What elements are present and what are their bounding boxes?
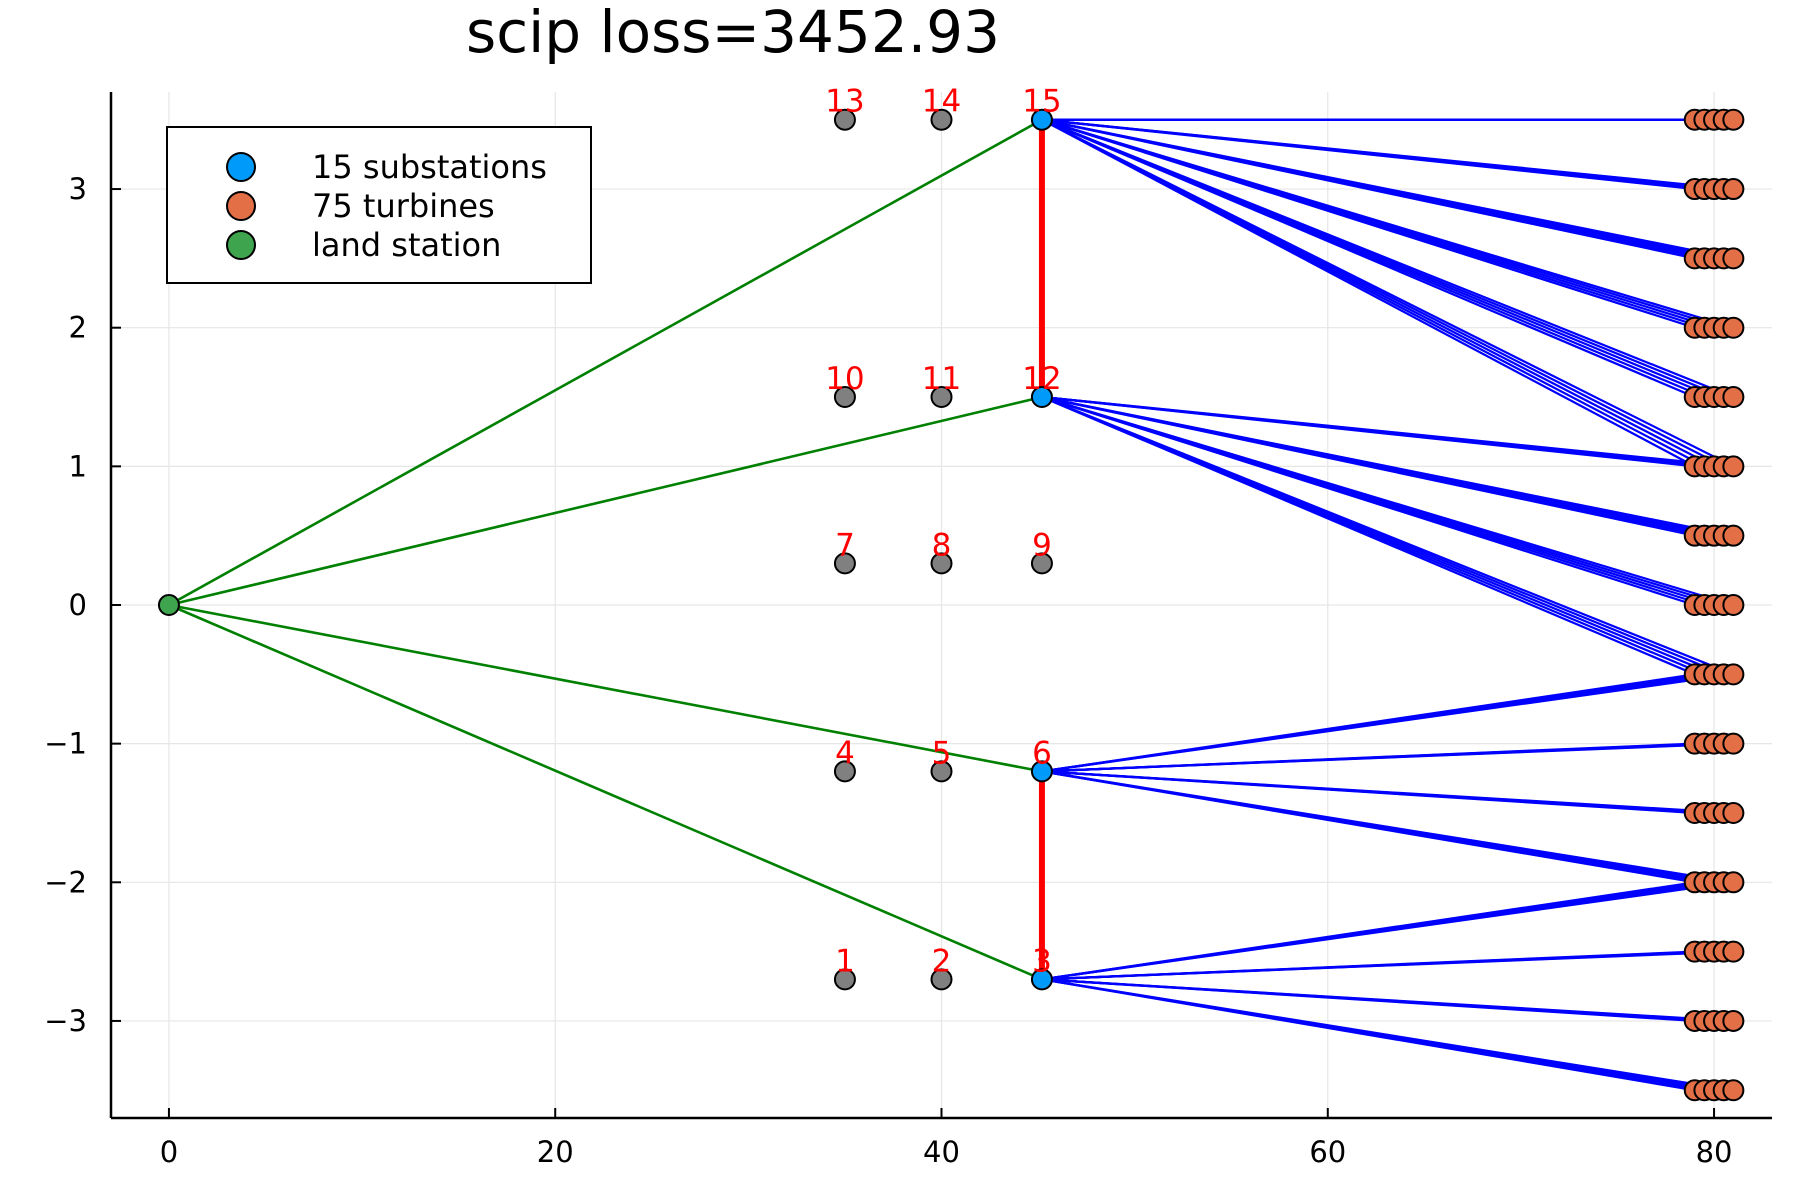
axes bbox=[109, 92, 1772, 1120]
substation-label-13: 13 bbox=[825, 84, 864, 120]
turbine-point bbox=[1722, 178, 1745, 201]
substation-label-2: 2 bbox=[932, 943, 952, 979]
turbine-point bbox=[1722, 108, 1745, 131]
substation-label-3: 3 bbox=[1032, 943, 1052, 979]
turbine-cable bbox=[1041, 118, 1734, 399]
x-tick-label: 40 bbox=[923, 1135, 960, 1169]
substation-label-5: 5 bbox=[932, 735, 952, 771]
turbine-cable bbox=[1041, 950, 1734, 981]
substation-point-13 bbox=[833, 108, 856, 131]
turbine-cable bbox=[1041, 742, 1734, 773]
substation-point-11 bbox=[930, 386, 953, 409]
substation-point-9 bbox=[1030, 552, 1053, 575]
land-cable-6 bbox=[168, 603, 1043, 773]
substation-point-8 bbox=[930, 552, 953, 575]
cables bbox=[168, 118, 1734, 1092]
turbine-point bbox=[1722, 940, 1745, 963]
x-tick-label: 80 bbox=[1696, 1135, 1733, 1169]
legend-marker bbox=[226, 230, 256, 260]
turbine-cable bbox=[1041, 881, 1734, 981]
y-tick-label: −3 bbox=[44, 1004, 87, 1038]
turbine-cable bbox=[1041, 118, 1734, 329]
turbine-point bbox=[1722, 732, 1745, 755]
substation-label-11: 11 bbox=[922, 361, 961, 397]
turbine-cable bbox=[1041, 770, 1734, 815]
substation-point-4 bbox=[833, 760, 856, 783]
turbine-point bbox=[1722, 594, 1745, 616]
substation-label-7: 7 bbox=[835, 527, 855, 563]
turbine-point bbox=[1722, 524, 1745, 547]
substation-label-12: 12 bbox=[1022, 361, 1061, 397]
turbine-point bbox=[1722, 801, 1745, 824]
substation-point-5 bbox=[930, 760, 953, 783]
turbine-cable bbox=[1041, 673, 1734, 773]
substation-label-14: 14 bbox=[922, 84, 961, 120]
turbine-point bbox=[1722, 1079, 1745, 1102]
turbine-point bbox=[1722, 871, 1745, 894]
substation-point-15 bbox=[1030, 108, 1053, 131]
substation-point-1 bbox=[833, 968, 856, 991]
substation-label-8: 8 bbox=[932, 527, 952, 563]
turbine-cable bbox=[1041, 118, 1734, 191]
turbine-point bbox=[1722, 386, 1745, 409]
turbine-cable bbox=[1041, 770, 1734, 884]
turbine-cable bbox=[1041, 396, 1734, 676]
substation-point-14 bbox=[930, 108, 953, 131]
turbine-cable bbox=[1041, 978, 1734, 1092]
x-tick-label: 0 bbox=[160, 1135, 178, 1169]
substation-label-10: 10 bbox=[825, 361, 864, 397]
turbine-cable bbox=[1041, 118, 1734, 468]
substation-label-15: 15 bbox=[1022, 84, 1061, 120]
substation-label-9: 9 bbox=[1032, 527, 1052, 563]
land-cable-12 bbox=[168, 395, 1043, 607]
turbine-point bbox=[1722, 1009, 1745, 1032]
legend-marker bbox=[226, 152, 256, 182]
turbine-cable bbox=[1041, 395, 1734, 537]
y-tick-label: 0 bbox=[69, 588, 87, 622]
land-cable-3 bbox=[168, 603, 1043, 981]
substation-point-7 bbox=[833, 552, 856, 575]
turbine-point bbox=[1722, 663, 1745, 686]
y-tick-label: 1 bbox=[69, 449, 87, 483]
turbine-cable bbox=[1041, 395, 1734, 607]
legend-label: 15 substations bbox=[312, 148, 547, 186]
turbine-cable bbox=[1041, 978, 1734, 1023]
chart-title: scip loss=3452.93 bbox=[466, 0, 1000, 66]
x-tick-label: 60 bbox=[1309, 1135, 1346, 1169]
turbine-cable bbox=[1041, 395, 1734, 468]
legend-label: 75 turbines bbox=[312, 187, 495, 225]
substation-label-1: 1 bbox=[835, 943, 855, 979]
y-tick-label: 2 bbox=[69, 311, 87, 345]
substation-point-6 bbox=[1030, 760, 1053, 783]
land-station-point bbox=[157, 594, 180, 616]
points bbox=[157, 108, 1745, 1102]
substation-label-4: 4 bbox=[835, 735, 855, 771]
substation-label-6: 6 bbox=[1032, 735, 1052, 771]
x-tick-label: 20 bbox=[537, 1135, 574, 1169]
turbine-cable bbox=[1041, 118, 1734, 260]
y-tick-label: −2 bbox=[44, 865, 87, 899]
substation-point-3 bbox=[1030, 968, 1053, 991]
land-cable-15 bbox=[168, 118, 1043, 607]
substation-point-2 bbox=[930, 968, 953, 991]
substation-point-10 bbox=[833, 386, 856, 409]
turbine-point bbox=[1722, 455, 1745, 478]
turbine-point bbox=[1722, 316, 1745, 339]
substation-point-12 bbox=[1030, 386, 1053, 409]
turbine-point bbox=[1722, 247, 1745, 270]
legend-label: land station bbox=[312, 226, 501, 264]
y-tick-label: −1 bbox=[44, 727, 87, 761]
y-tick-label: 3 bbox=[69, 172, 87, 206]
legend-marker bbox=[226, 191, 256, 221]
